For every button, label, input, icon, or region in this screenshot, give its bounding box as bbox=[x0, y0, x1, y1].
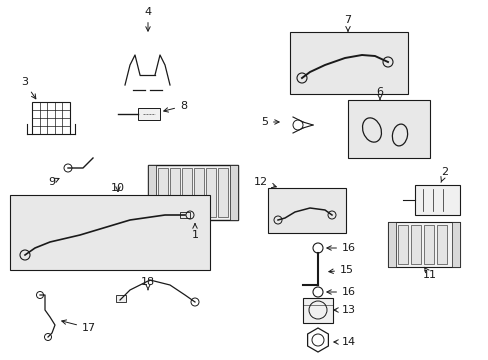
Text: 6: 6 bbox=[376, 87, 383, 100]
Bar bbox=[414, 185, 459, 215]
Bar bbox=[10, 195, 209, 270]
Bar bbox=[218, 168, 227, 217]
Bar bbox=[387, 222, 459, 267]
Bar bbox=[158, 168, 168, 217]
Text: 4: 4 bbox=[144, 7, 151, 31]
Text: 1: 1 bbox=[191, 224, 198, 240]
Text: 9: 9 bbox=[48, 177, 59, 187]
Bar bbox=[397, 225, 407, 264]
Bar bbox=[451, 222, 459, 267]
Bar bbox=[180, 212, 190, 218]
Text: 3: 3 bbox=[21, 77, 36, 99]
Bar bbox=[347, 100, 429, 158]
Text: 8: 8 bbox=[163, 101, 187, 112]
Text: 5: 5 bbox=[261, 117, 279, 127]
Text: 15: 15 bbox=[328, 265, 353, 275]
Bar bbox=[182, 168, 192, 217]
Text: 7: 7 bbox=[344, 15, 351, 31]
Text: 2: 2 bbox=[440, 167, 447, 183]
Bar bbox=[423, 225, 433, 264]
Bar bbox=[229, 165, 238, 220]
Text: 16: 16 bbox=[326, 287, 355, 297]
Bar bbox=[170, 168, 180, 217]
Text: 13: 13 bbox=[333, 305, 355, 315]
Bar bbox=[148, 165, 238, 220]
Text: 10: 10 bbox=[111, 183, 125, 193]
Bar bbox=[303, 298, 332, 323]
Text: 11: 11 bbox=[422, 267, 436, 280]
Bar bbox=[205, 168, 216, 217]
Bar bbox=[138, 108, 160, 120]
Bar bbox=[267, 188, 346, 233]
Text: 12: 12 bbox=[253, 177, 276, 188]
Bar bbox=[387, 222, 395, 267]
Bar bbox=[194, 168, 203, 217]
Bar bbox=[289, 32, 407, 94]
Bar bbox=[32, 102, 70, 134]
Bar bbox=[436, 225, 446, 264]
Text: 18: 18 bbox=[141, 277, 155, 290]
Text: 17: 17 bbox=[61, 320, 96, 333]
Text: 14: 14 bbox=[333, 337, 355, 347]
Text: 16: 16 bbox=[326, 243, 355, 253]
Bar bbox=[116, 295, 126, 302]
Bar bbox=[410, 225, 420, 264]
Bar bbox=[148, 165, 156, 220]
